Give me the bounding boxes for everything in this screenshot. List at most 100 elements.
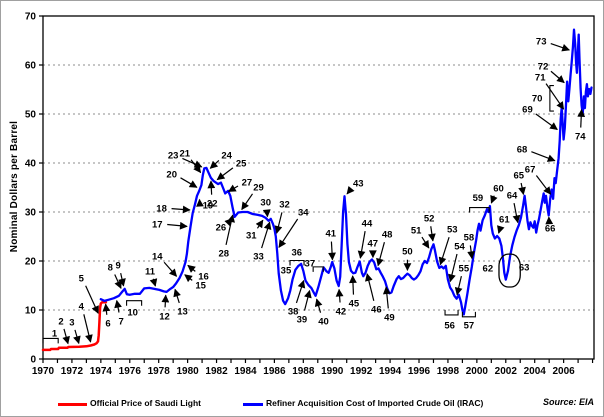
annotation-number: 44 [362,218,373,229]
gridlines [43,64,594,311]
annotation-arrow [303,289,312,311]
annotation-number: 48 [382,230,393,241]
annotation-number: 23 [168,151,179,162]
event-bracket [42,337,59,344]
annotation-number: 24 [221,151,232,162]
annotation-arrow [209,160,220,169]
annotation-number: 34 [298,208,309,219]
annotation-number: 14 [152,252,163,263]
annotation-arrow [241,193,254,211]
annotation-number: 29 [253,183,264,194]
annotation-arrow [261,221,272,249]
annotation-number: 3 [69,317,74,328]
annotation-arrow [376,242,385,267]
annotation-arrow [207,180,216,195]
svg-text:1986: 1986 [263,366,286,377]
annotation-arrow [335,288,344,303]
event-bracket [289,259,305,266]
annotation-number: 47 [367,238,378,249]
annotation-number: 40 [318,316,329,327]
annotation-arrow [161,294,170,308]
annotation-arrow [497,225,505,234]
annotation-number: 69 [522,105,533,116]
annotation-number: 62 [483,263,494,274]
annotation-arrow [512,203,521,224]
annotation-number: 17 [152,219,163,230]
svg-text:2002: 2002 [495,366,518,377]
annotation-number: 46 [371,305,382,316]
annotation-arrow [295,279,306,304]
svg-text:1980: 1980 [176,366,199,377]
svg-text:1976: 1976 [119,366,142,377]
annotation-number: 49 [384,312,395,323]
annotation-number: 57 [464,321,475,332]
annotation-number: 66 [545,224,556,235]
annotation-number: 50 [402,247,413,258]
annotation-arrow [346,185,355,195]
annotation-arrow [531,151,556,162]
annotation-arrow [182,157,203,168]
annotation-number: 53 [447,225,458,236]
annotation-arrow [314,298,323,313]
svg-text:1992: 1992 [350,366,373,377]
annotation-number: 30 [260,198,271,209]
annotation-number: 60 [493,183,504,194]
y-axis-title: Nominal Dollars per Barrel [9,120,20,253]
svg-text:1982: 1982 [205,366,228,377]
annotation-number: 56 [444,321,455,332]
saudi-light-price-line [41,300,108,352]
annotation-number: 72 [538,61,549,72]
annotation-arrow [365,273,375,301]
annotation-number: 67 [525,164,536,175]
annotation-number: 7 [118,316,123,327]
annotation-number: 71 [535,72,546,83]
annotation-number: 4 [79,302,85,313]
annotation-number: 45 [349,299,360,310]
svg-text:20: 20 [25,257,37,268]
annotation-number: 59 [473,193,484,204]
annotation-arrow [535,113,558,131]
annotation-arrow [114,274,122,289]
annotation-number: 20 [166,169,177,180]
annotation-number: 16 [198,272,209,283]
event-bracket [444,309,459,316]
svg-text:2000: 2000 [466,366,489,377]
annotation-arrow [262,209,271,218]
annotation-arrow [550,43,571,52]
event-bracket [469,207,490,213]
svg-text:2004: 2004 [524,366,547,377]
event-oval [498,253,521,288]
svg-text:30: 30 [25,208,37,219]
svg-text:50: 50 [25,110,37,121]
annotation-number: 9 [116,260,121,271]
annotation-number: 13 [177,306,188,317]
y-axis: 0 10 20 30 40 50 60 70 [25,12,43,366]
event-bracket [126,300,143,306]
annotation-arrow [490,195,498,204]
annotation-number: 31 [246,231,257,242]
annotation-number: 37 [305,258,316,269]
annotation-arrow [118,273,126,287]
annotation-arrow [167,221,188,230]
annotation-number: 1 [52,329,58,340]
svg-text:1970: 1970 [32,366,55,377]
annotation-number: 36 [292,248,303,259]
event-range-shapes [42,85,554,344]
svg-text:0: 0 [30,355,36,366]
svg-text:1978: 1978 [148,366,171,377]
annotation-arrow [255,219,264,229]
annotation-arrow [83,314,93,343]
svg-text:1998: 1998 [437,366,460,377]
annotation-arrow [518,182,526,196]
annotation-arrow [454,275,463,296]
annotation-number: 63 [519,262,530,273]
annotation-arrow [184,274,193,283]
event-vertical-bracket [549,85,554,112]
annotation-arrow [448,253,458,283]
svg-text:1984: 1984 [234,366,257,377]
legend-label-saudi-light: Official Price of Saudi Light [90,398,201,408]
annotation-number: 27 [242,178,253,189]
